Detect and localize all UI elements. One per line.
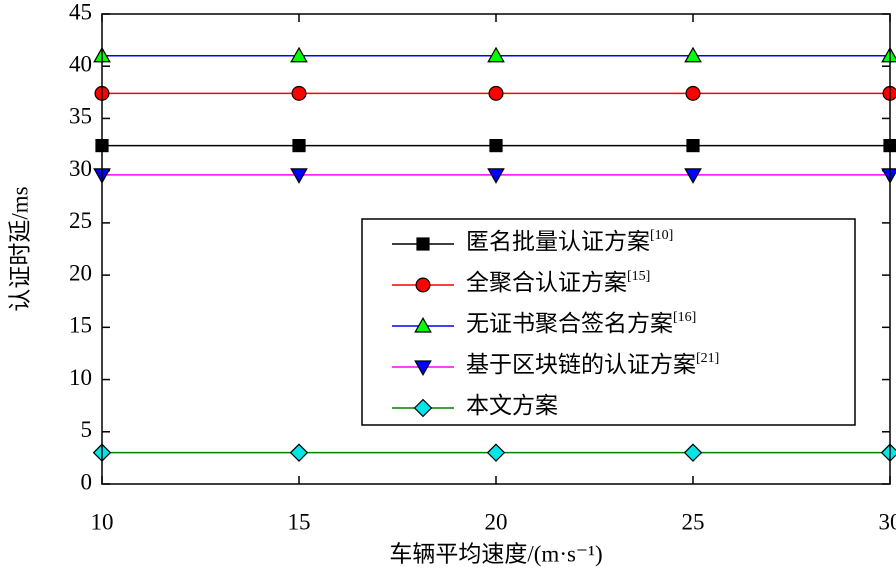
y-tick-label: 25 bbox=[69, 208, 92, 233]
marker bbox=[291, 444, 308, 461]
marker bbox=[488, 48, 504, 62]
y-tick-label: 10 bbox=[69, 365, 92, 390]
y-tick-label: 30 bbox=[69, 156, 92, 181]
x-tick-label: 25 bbox=[682, 509, 705, 534]
legend-label: 无证书聚合签名方案[16] bbox=[466, 310, 696, 336]
y-tick-label: 45 bbox=[69, 0, 92, 24]
marker bbox=[685, 169, 701, 183]
marker bbox=[686, 86, 700, 100]
marker bbox=[685, 444, 702, 461]
marker bbox=[416, 278, 430, 292]
y-tick-label: 0 bbox=[81, 469, 93, 494]
y-tick-label: 20 bbox=[69, 260, 92, 285]
marker bbox=[291, 169, 307, 183]
marker bbox=[882, 169, 896, 183]
legend: 匿名批量认证方案[10] 全聚合认证方案[15] 无证书聚合签名方案[16] 基于区块… bbox=[362, 219, 855, 425]
y-tick-label: 35 bbox=[69, 104, 92, 129]
marker bbox=[489, 86, 503, 100]
marker bbox=[293, 140, 305, 152]
legend-label: 本文方案 bbox=[466, 393, 558, 418]
x-axis-label: 车辆平均速度/(m·s⁻¹) bbox=[389, 541, 602, 566]
legend-label: 匿名批量认证方案[10] bbox=[466, 228, 673, 254]
x-tick-label: 15 bbox=[288, 509, 311, 534]
y-tick-label: 5 bbox=[81, 417, 93, 442]
marker bbox=[292, 86, 306, 100]
marker bbox=[882, 444, 896, 461]
marker bbox=[488, 444, 505, 461]
y-tick-label: 40 bbox=[69, 52, 92, 77]
x-tick-label: 30 bbox=[879, 509, 896, 534]
marker bbox=[490, 140, 502, 152]
y-axis-label: 认证时延/ms bbox=[7, 186, 32, 311]
marker bbox=[417, 238, 429, 250]
x-tick-label: 10 bbox=[91, 509, 114, 534]
marker bbox=[488, 169, 504, 183]
marker bbox=[291, 48, 307, 62]
legend-label: 全聚合认证方案[15] bbox=[466, 269, 650, 295]
x-tick-label: 20 bbox=[485, 509, 508, 534]
legend-label: 基于区块链的认证方案[21] bbox=[466, 351, 719, 377]
y-tick-label: 15 bbox=[69, 313, 92, 338]
marker bbox=[687, 140, 699, 152]
marker bbox=[882, 48, 896, 62]
marker bbox=[685, 48, 701, 62]
